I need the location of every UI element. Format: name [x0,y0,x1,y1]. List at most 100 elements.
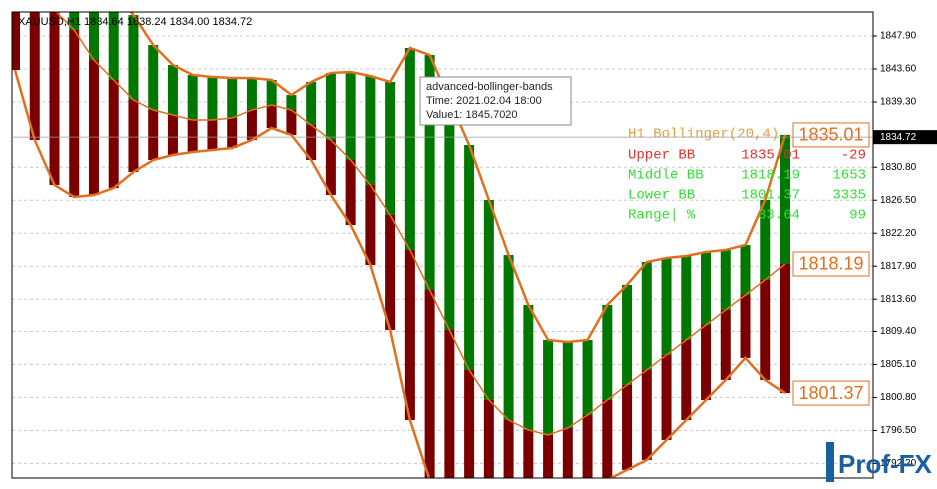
tooltip: advanced-bollinger-bands Time: 2021.02.0… [419,76,572,126]
lower-band-bar [780,263,790,394]
upper-band-bar [602,304,613,400]
lower-band-bar [622,384,633,470]
lower-band-bar [404,249,415,420]
lower-band-bar [641,369,652,460]
upper-band-bar [286,95,297,110]
info-name: Middle BB [628,168,704,184]
info-name: Upper BB [628,148,695,164]
lower-band-bar [365,185,376,265]
upper-band-bar [266,79,277,106]
info-change: 3335 [832,188,866,204]
y-tick-label: 1800.80 [880,392,917,403]
info-panel: H1 Bollinger(20,4) Upper BB 1835.01 -29 Midd… [628,127,866,224]
upper-band-bar [88,12,99,61]
y-tick-label: 1809.40 [880,326,917,337]
watermark: Prof-FX [826,442,933,482]
upper-band-bar [385,81,396,215]
current-price-label: 1834.72 [880,132,917,143]
band-line [55,12,786,436]
lower-band-bar [345,160,356,226]
y-tick-label: 1830.80 [880,162,917,173]
y-tick-label: 1792.20 [880,458,917,469]
info-change: 99 [849,208,866,224]
upper-band-bar [661,258,672,355]
info-value: 1818.19 [741,168,800,184]
upper-band-bar [444,100,455,330]
upper-band-bar [464,144,475,370]
upper-band-bar [365,75,376,186]
upper-band-bar [227,77,238,119]
lower-band-bar [49,12,60,186]
lower-band-bar [483,399,494,478]
lower-band-bar [740,294,751,358]
lower-band-bar [12,12,20,71]
y-tick-label: 1826.50 [880,195,917,206]
y-tick-label: 1817.90 [880,261,917,272]
band-line [129,12,787,344]
lower-band-bar [325,139,336,196]
current-price-box [873,130,937,145]
lower-band-bar [227,118,238,148]
lower-band-bar [602,399,613,478]
bars [12,12,790,478]
upper-band-bar [740,244,751,295]
y-tick-label: 1796.50 [880,425,917,436]
lower-band-bar [108,79,119,189]
upper-band-bar [543,339,554,435]
info-change: 1653 [832,168,866,184]
upper-band-bar [582,339,593,416]
lower-band-bar [562,427,573,478]
plot-frame [11,11,874,479]
upper-band-bar [108,12,119,80]
upper-band-bar [503,255,514,420]
lower-band-bar [88,60,99,196]
symbol-header: XAUUSD,H1 1834.64 1838.24 1834.00 1834.7… [18,16,252,28]
lower-band-bar [246,109,257,140]
upper-band-bar [69,12,80,31]
lower-band-bar [720,309,731,380]
upper-band-bar [167,65,178,115]
y-tick-label: 1805.10 [880,359,917,370]
upper-band-bar [207,76,218,121]
upper-band-bar [306,81,317,126]
band-value-box [792,380,870,406]
lower-band-bar [167,114,178,156]
info-value: 1835.01 [741,148,800,164]
lower-band-bar [306,125,317,161]
upper-band-bar [720,249,731,310]
upper-band-bar [187,74,198,121]
lower-band-bar [701,324,712,400]
upper-band-bar [424,55,435,291]
upper-band-bar [246,77,257,110]
lower-band-bar [681,339,692,420]
lower-band-bar [424,290,435,478]
info-name: Lower BB [628,188,695,204]
band-value-label: 1818.19 [798,254,863,274]
y-tick-label: 1813.60 [880,294,917,305]
y-tick-label: 1839.30 [880,97,917,108]
upper-band-bar [404,47,415,250]
tooltip-box [419,76,572,126]
lower-band-bar [128,100,139,172]
lower-band-bar [464,369,475,478]
price-axis: 1847.90 1843.60 1839.30 1830.80 1826.50 1822.… [873,31,917,469]
upper-band-bar [562,341,573,428]
upper-band-bar [701,251,712,325]
tooltip-value: Value1: 1845.7020 [426,109,518,121]
lower-band-bar [69,30,80,198]
upper-band-bar [483,199,494,400]
upper-band-bar [760,199,771,280]
y-tick-label: 1822.20 [880,228,917,239]
band-value-box [792,251,870,277]
upper-band-bar [780,134,790,264]
y-tick-label: 1847.90 [880,31,917,42]
y-tick-label: 1843.60 [880,64,917,75]
lower-band-bar [266,105,277,129]
lower-band-bar [543,434,554,478]
lower-band-bar [582,415,593,478]
indicator-title: H1 Bollinger(20,4) [628,127,779,143]
logo-mark [826,442,834,482]
lower-band-bar [503,419,514,478]
tooltip-time: Time: 2021.02.04 18:00 [426,95,542,107]
